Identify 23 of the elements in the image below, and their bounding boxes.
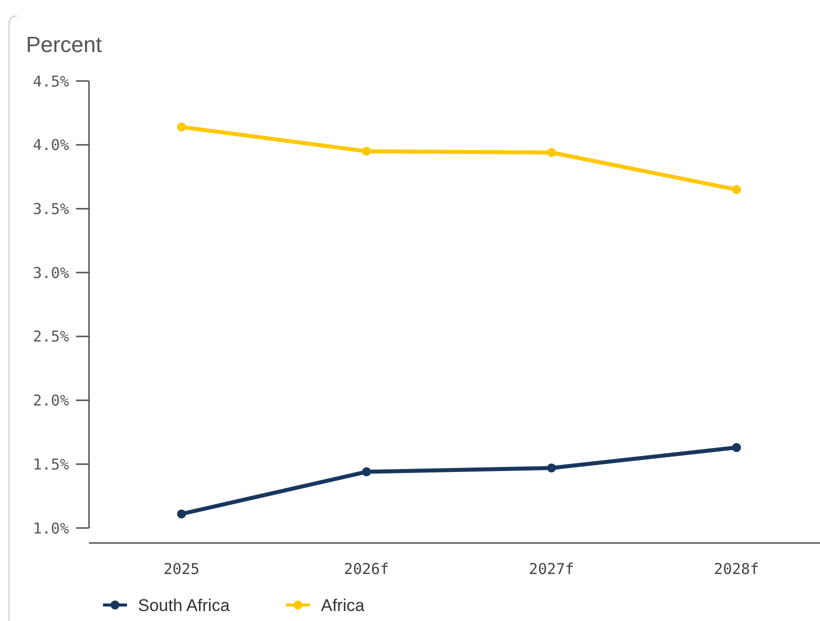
point xyxy=(177,122,186,132)
legend-label: Africa xyxy=(321,596,365,615)
y-tick-label: 2.0% xyxy=(32,392,69,410)
x-tick-label: 2025 xyxy=(163,560,200,578)
point xyxy=(732,185,741,194)
x-tick-label: 2028f xyxy=(714,560,760,578)
point xyxy=(362,146,371,156)
y-tick-label: 4.0% xyxy=(32,136,69,154)
point xyxy=(547,463,556,472)
x-tick-label: 2026f xyxy=(344,560,390,578)
point xyxy=(177,509,186,518)
y-tick-label: 1.0% xyxy=(32,519,69,538)
y-tick-label: 1.5% xyxy=(32,455,69,474)
y-tick-label: 4.5% xyxy=(32,72,69,90)
legend-label: South Africa xyxy=(138,596,230,615)
x-tick-label: 2027f xyxy=(528,560,574,578)
y-tick-label: 2.5% xyxy=(32,328,69,346)
point xyxy=(732,443,741,452)
y-axis-title: Percent xyxy=(26,32,102,57)
y-tick-label: 3.0% xyxy=(32,264,69,282)
point xyxy=(362,467,371,476)
y-tick-label: 3.5% xyxy=(32,200,69,218)
point xyxy=(547,148,556,158)
